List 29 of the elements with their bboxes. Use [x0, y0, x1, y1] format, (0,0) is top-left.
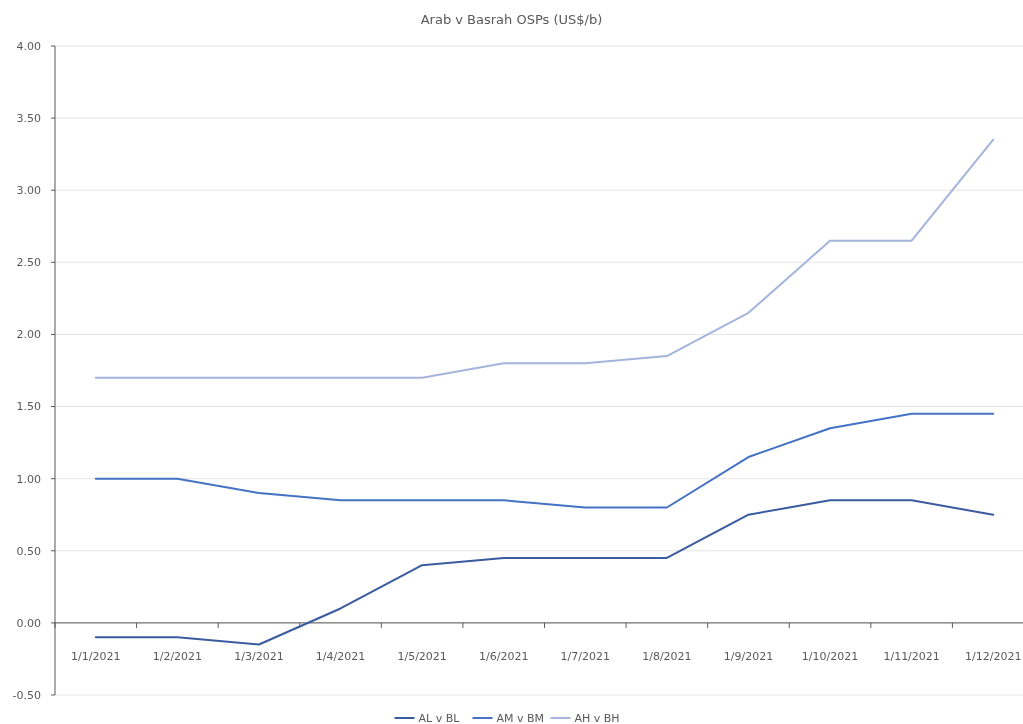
line-series	[94, 499, 995, 646]
x-tick-label: 1/5/2021	[397, 649, 447, 663]
x-tick-label: 1/1/2021	[71, 649, 121, 663]
x-tick-label: 1/3/2021	[234, 649, 284, 663]
legend-label: AL v BL	[418, 711, 461, 724]
chart-title: Arab v Basrah OSPs (US$/b)	[420, 12, 603, 27]
line-series	[94, 412, 995, 509]
y-tick-label: 2.00	[16, 328, 41, 342]
y-tick-label: 4.00	[16, 39, 41, 53]
y-tick-label: 2.50	[16, 256, 41, 270]
y-tick-label: 1.50	[16, 400, 41, 414]
y-tick-label: 0.50	[16, 544, 41, 558]
x-tick-label: 1/12/2021	[965, 649, 1022, 663]
x-tick-label: 1/6/2021	[479, 649, 529, 663]
x-tick-label: 1/2/2021	[152, 649, 203, 663]
y-tick-label: -0.50	[12, 688, 41, 702]
y-tick-label: 0.00	[16, 616, 41, 630]
legend-label: AH v BH	[574, 711, 620, 724]
legend-label: AM v BM	[496, 711, 545, 724]
line-series	[94, 138, 995, 379]
y-tick-label: 3.00	[16, 184, 41, 198]
y-tick-label: 1.00	[16, 472, 41, 486]
x-tick-label: 1/7/2021	[560, 649, 610, 663]
x-tick-label: 1/8/2021	[642, 649, 692, 663]
x-tick-label: 1/4/2021	[315, 649, 366, 663]
x-tick-label: 1/9/2021	[723, 649, 774, 663]
x-tick-label: 1/11/2021	[883, 649, 940, 663]
y-tick-label: 3.50	[16, 111, 41, 125]
x-tick-label: 1/10/2021	[801, 649, 859, 663]
